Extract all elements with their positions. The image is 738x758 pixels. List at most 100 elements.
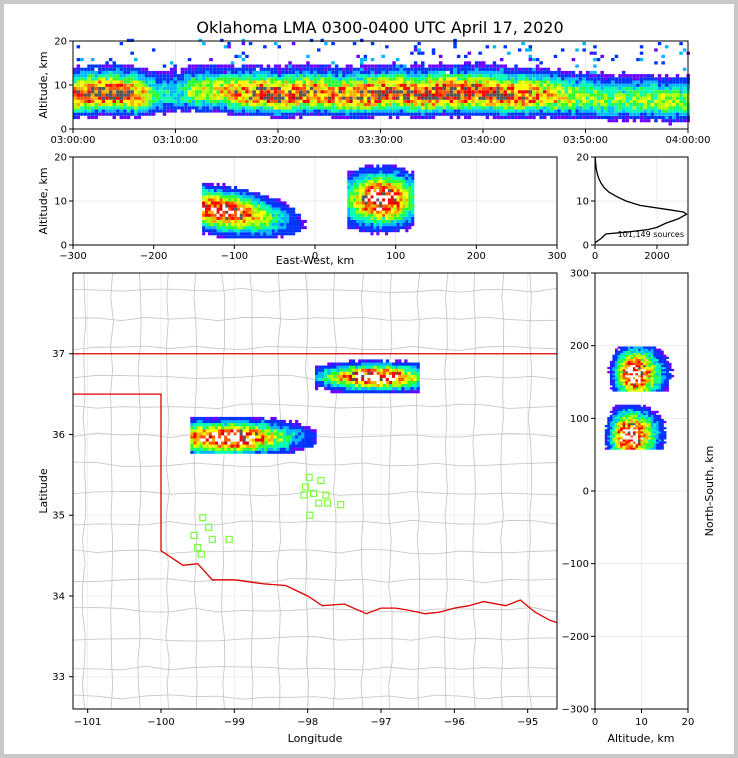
- density-cell: [137, 83, 142, 87]
- density-cell: [209, 58, 213, 62]
- density-cell: [557, 106, 561, 110]
- density-cell: [482, 106, 486, 110]
- density-cell: [611, 74, 615, 78]
- source-cell: [295, 444, 299, 448]
- density-cell: [271, 204, 275, 208]
- density-cell: [675, 93, 680, 97]
- density-cell: [600, 77, 604, 81]
- density-cell: [578, 103, 583, 107]
- source-cell: [295, 447, 299, 451]
- density-cell: [650, 80, 655, 84]
- density-cell: [381, 80, 385, 84]
- county-line: [72, 374, 558, 380]
- density-cell: [268, 201, 272, 205]
- density-cell: [586, 112, 590, 116]
- source-cell: [285, 432, 289, 436]
- density-cell: [510, 109, 515, 113]
- density-cell: [510, 83, 515, 87]
- density-cell: [403, 112, 407, 116]
- density-cell: [557, 67, 561, 71]
- density-cell: [428, 90, 432, 94]
- source-cell: [379, 368, 383, 372]
- density-cell: [271, 232, 275, 236]
- density-cell: [169, 93, 174, 97]
- density-cell: [635, 387, 639, 390]
- source-cell: [279, 450, 283, 454]
- density-cell: [94, 77, 98, 81]
- density-cell: [517, 80, 522, 84]
- density-cell: [169, 83, 174, 87]
- density-cell: [299, 67, 303, 71]
- density-cell: [130, 103, 134, 107]
- density-cell: [507, 67, 511, 71]
- density-cell: [399, 186, 403, 190]
- density-cell: [364, 201, 368, 205]
- density-cell: [195, 90, 199, 94]
- density-cell: [482, 61, 486, 65]
- density-cell: [119, 70, 124, 75]
- source-cell: [373, 374, 377, 378]
- source-cell: [355, 362, 359, 366]
- density-cell: [180, 93, 185, 97]
- density-cell: [460, 109, 464, 113]
- source-cell: [367, 365, 371, 369]
- density-cell: [453, 96, 457, 100]
- density-cell: [116, 86, 120, 91]
- density-cell: [402, 182, 406, 186]
- source-cell: [392, 387, 396, 391]
- density-cell: [600, 74, 604, 78]
- density-cell: [568, 80, 572, 84]
- density-cell: [382, 164, 386, 168]
- density-cell: [620, 377, 623, 380]
- density-cell: [399, 213, 403, 217]
- density-cell: [650, 375, 654, 378]
- density-cell: [216, 77, 220, 81]
- source-cell: [196, 450, 200, 454]
- density-cell: [195, 74, 199, 78]
- density-cell: [593, 74, 597, 78]
- source-cell: [236, 441, 240, 445]
- density-cell: [467, 96, 472, 100]
- density-cell: [539, 61, 543, 65]
- density-cell: [489, 103, 493, 107]
- source-cell: [227, 447, 231, 451]
- density-cell: [521, 74, 525, 78]
- source-cell: [248, 429, 253, 433]
- source-cell: [321, 374, 325, 378]
- density-cell: [227, 93, 231, 97]
- density-cell: [352, 90, 357, 94]
- density-cell: [582, 77, 586, 81]
- density-cell: [647, 119, 651, 123]
- density-cell: [166, 86, 170, 91]
- density-cell: [356, 67, 360, 71]
- density-cell: [672, 96, 676, 100]
- density-cell: [647, 80, 651, 84]
- density-cell: [317, 112, 321, 116]
- density-cell: [482, 90, 486, 94]
- density-cell: [360, 67, 364, 71]
- density-cell: [223, 64, 228, 68]
- source-cell: [285, 426, 289, 430]
- density-cell: [679, 103, 683, 107]
- density-cell: [248, 226, 252, 230]
- density-cell: [373, 167, 377, 171]
- density-cell: [617, 371, 621, 374]
- density-cell: [564, 109, 568, 113]
- density-cell: [284, 70, 289, 75]
- density-cell: [640, 381, 644, 384]
- density-cell: [485, 77, 490, 81]
- density-cell: [449, 112, 454, 116]
- density-cell: [309, 70, 314, 75]
- density-cell: [144, 103, 149, 107]
- source-cell: [224, 423, 228, 427]
- density-cell: [76, 115, 81, 120]
- density-cell: [593, 96, 597, 100]
- density-cell: [245, 74, 249, 78]
- density-cell: [338, 80, 342, 84]
- density-cell: [248, 219, 252, 223]
- density-cell: [350, 176, 354, 180]
- density-cell: [413, 48, 418, 52]
- source-cell: [282, 450, 286, 454]
- density-cell: [600, 99, 604, 103]
- density-cell: [98, 77, 102, 81]
